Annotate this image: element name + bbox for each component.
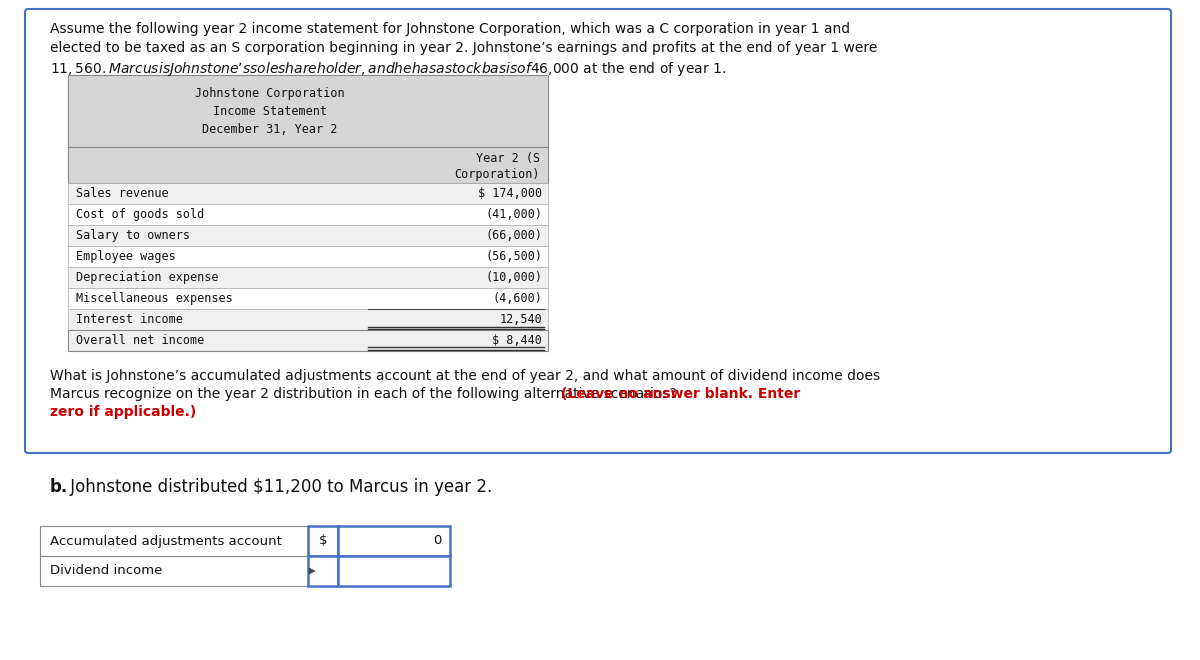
Polygon shape: [310, 568, 314, 574]
Text: $ 8,440: $ 8,440: [492, 334, 542, 347]
Text: Overall net income: Overall net income: [76, 334, 204, 347]
Bar: [338, 526, 450, 556]
Text: Corporation): Corporation): [455, 168, 540, 181]
Bar: [68, 225, 548, 246]
Bar: [68, 183, 548, 204]
Text: (41,000): (41,000): [485, 208, 542, 221]
Text: Assume the following year 2 income statement for Johnstone Corporation, which wa: Assume the following year 2 income state…: [50, 22, 850, 36]
Text: (4,600): (4,600): [492, 292, 542, 305]
Text: (Leave no answer blank. Enter: (Leave no answer blank. Enter: [560, 387, 800, 401]
Text: $: $: [319, 535, 328, 548]
Text: (66,000): (66,000): [485, 229, 542, 242]
FancyBboxPatch shape: [25, 9, 1171, 453]
Text: Accumulated adjustments account: Accumulated adjustments account: [50, 535, 282, 548]
Text: Johnstone Corporation: Johnstone Corporation: [194, 87, 344, 100]
Text: (10,000): (10,000): [485, 271, 542, 284]
Text: Interest income: Interest income: [76, 313, 182, 326]
Text: Dividend income: Dividend income: [50, 564, 162, 578]
Text: 0: 0: [433, 535, 442, 548]
Bar: [68, 147, 548, 183]
Text: $11,560. Marcus is Johnstone’s sole shareholder, and he has a stock basis of $46: $11,560. Marcus is Johnstone’s sole shar…: [50, 60, 726, 78]
Bar: [68, 204, 548, 225]
Text: elected to be taxed as an S corporation beginning in year 2. Johnstone’s earning: elected to be taxed as an S corporation …: [50, 41, 877, 55]
Text: Miscellaneous expenses: Miscellaneous expenses: [76, 292, 233, 305]
Bar: [68, 75, 548, 147]
Bar: [68, 309, 548, 330]
Text: Marcus recognize on the year 2 distribution in each of the following alternative: Marcus recognize on the year 2 distribut…: [50, 387, 682, 401]
Bar: [308, 526, 338, 556]
Text: Income Statement: Income Statement: [212, 105, 326, 118]
Bar: [40, 526, 308, 556]
Text: 12,540: 12,540: [499, 313, 542, 326]
Text: Depreciation expense: Depreciation expense: [76, 271, 218, 284]
Text: December 31, Year 2: December 31, Year 2: [202, 123, 337, 136]
Bar: [40, 556, 308, 586]
Bar: [68, 246, 548, 267]
Text: b.: b.: [50, 478, 68, 496]
Text: $ 174,000: $ 174,000: [478, 187, 542, 200]
Text: Cost of goods sold: Cost of goods sold: [76, 208, 204, 221]
Text: Year 2 (S: Year 2 (S: [476, 152, 540, 165]
Text: Employee wages: Employee wages: [76, 250, 175, 263]
Text: Sales revenue: Sales revenue: [76, 187, 169, 200]
Text: Salary to owners: Salary to owners: [76, 229, 190, 242]
Bar: [68, 288, 548, 309]
Bar: [68, 267, 548, 288]
Text: (56,500): (56,500): [485, 250, 542, 263]
Bar: [68, 330, 548, 351]
Text: Johnstone distributed $11,200 to Marcus in year 2.: Johnstone distributed $11,200 to Marcus …: [65, 478, 492, 496]
Text: zero if applicable.): zero if applicable.): [50, 405, 197, 419]
Bar: [338, 556, 450, 586]
Bar: [308, 556, 338, 586]
Text: What is Johnstone’s accumulated adjustments account at the end of year 2, and wh: What is Johnstone’s accumulated adjustme…: [50, 369, 880, 383]
